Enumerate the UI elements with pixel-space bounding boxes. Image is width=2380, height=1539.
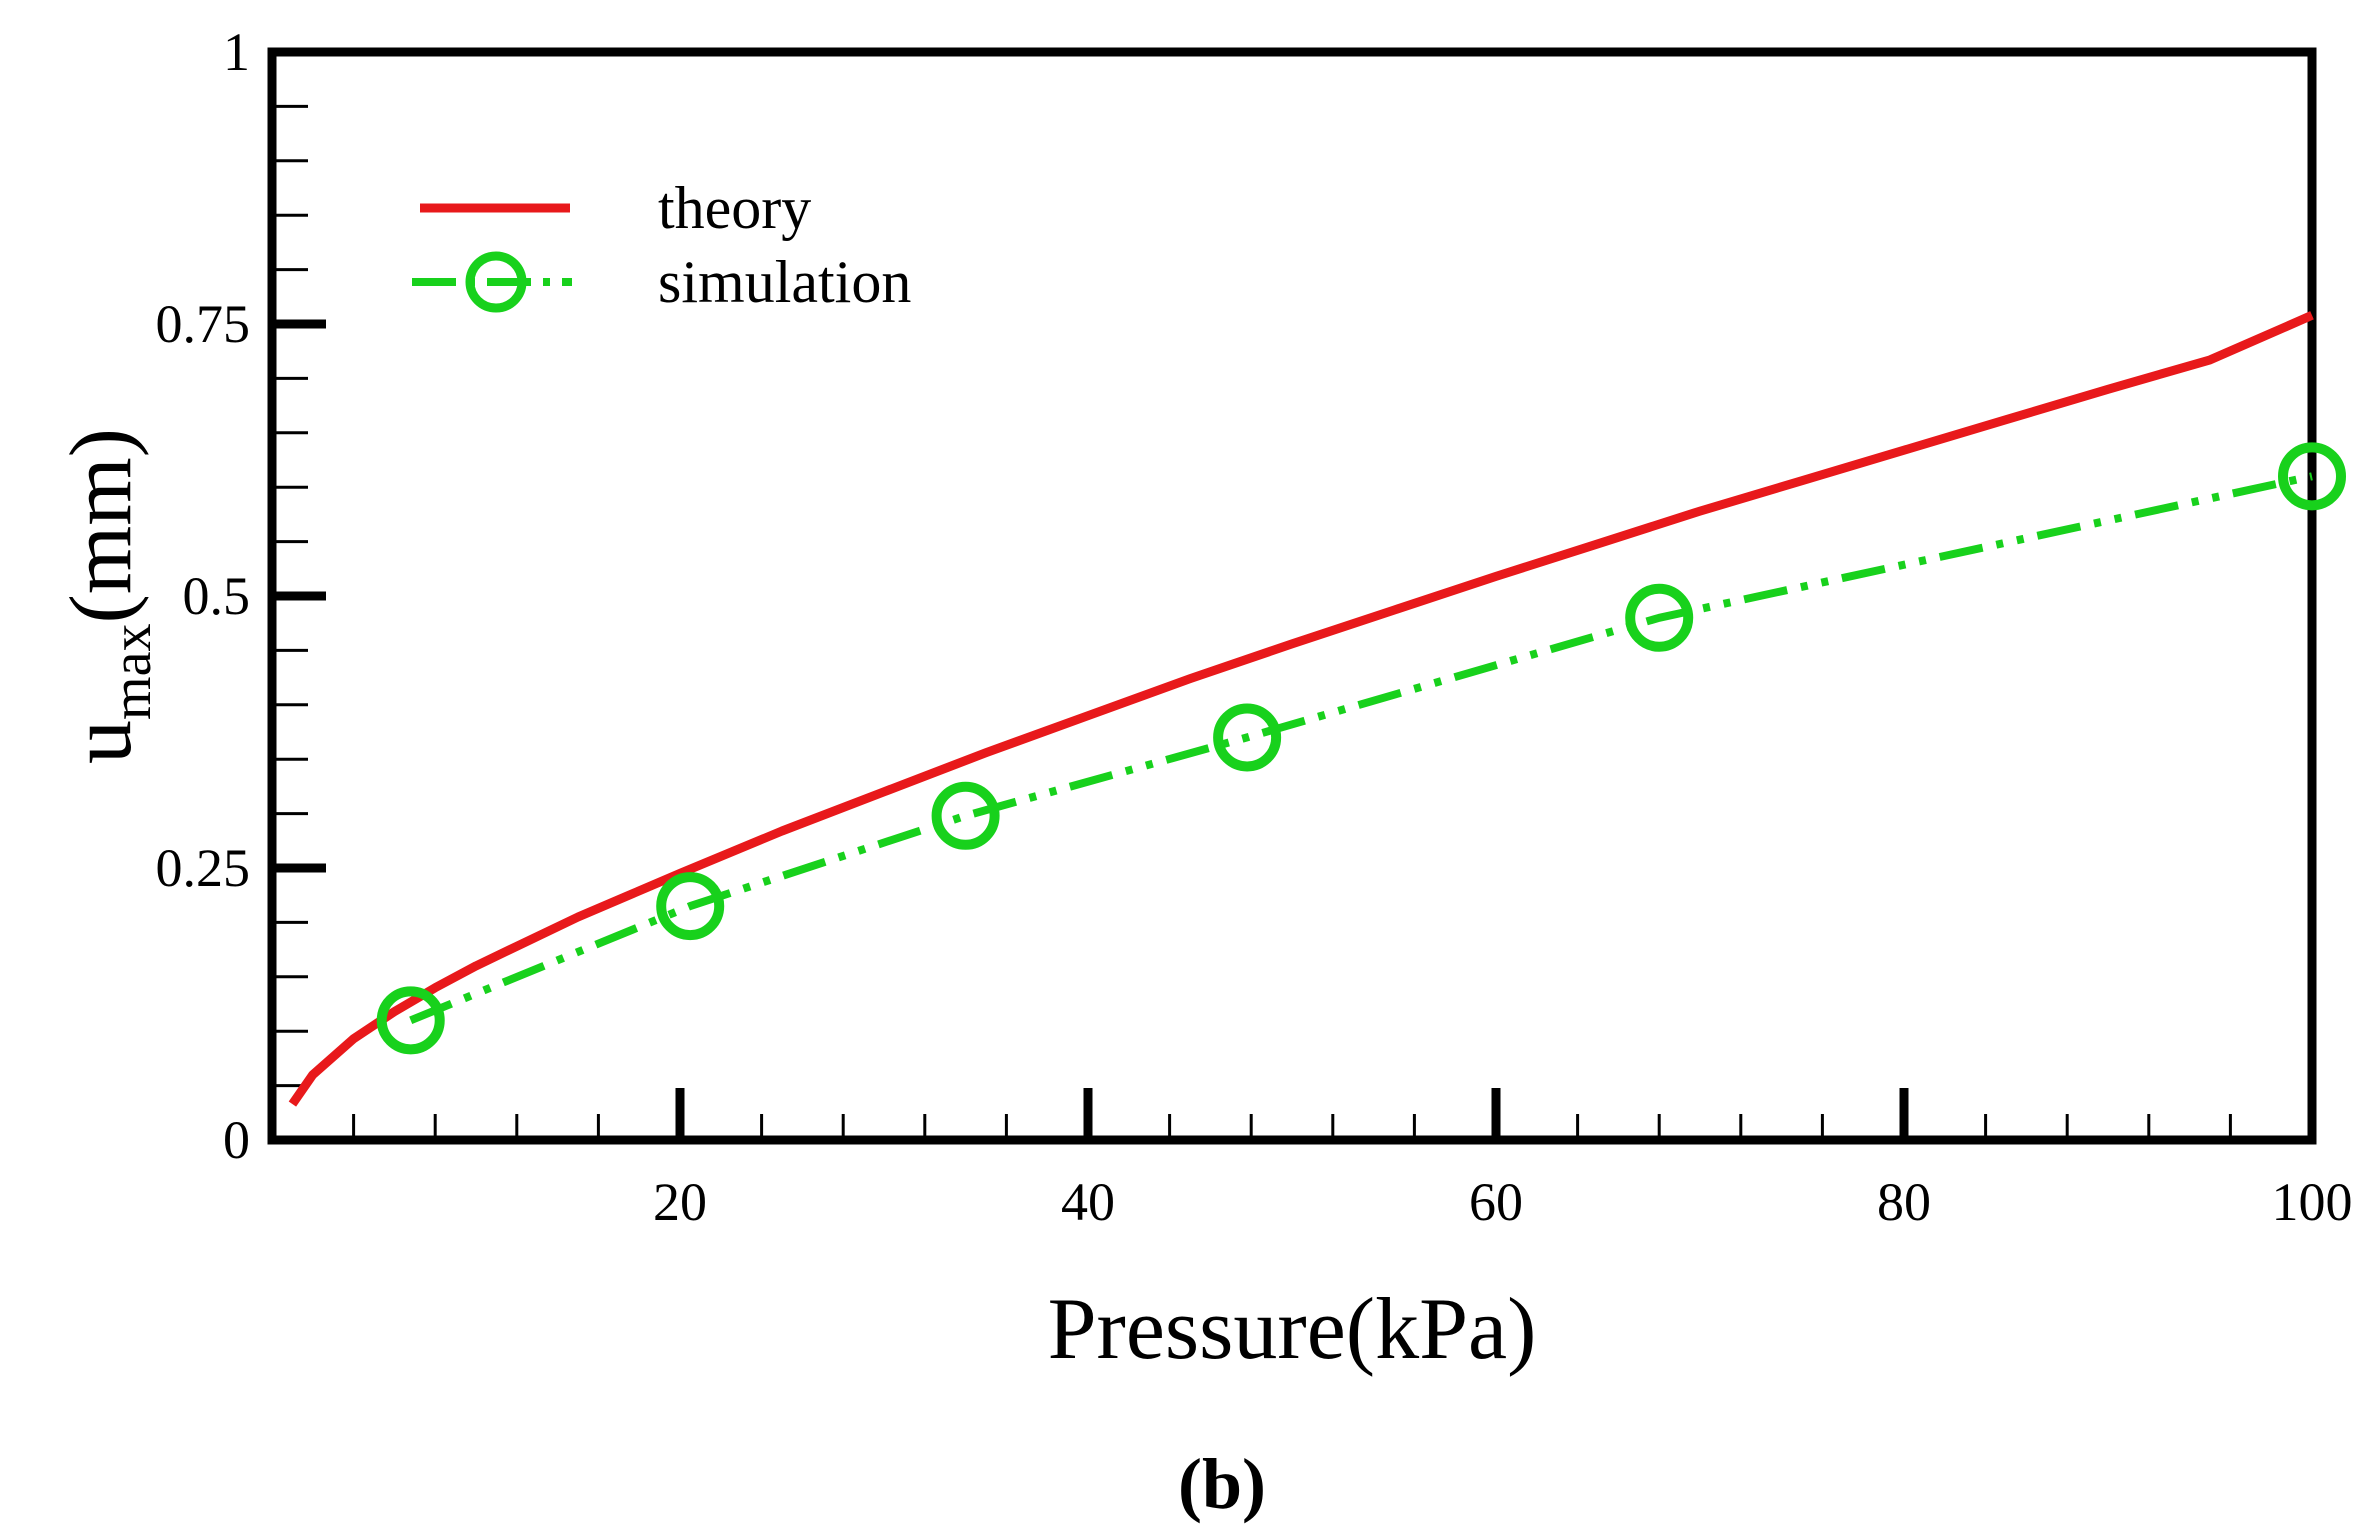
x-tick-label: 20	[653, 1172, 707, 1232]
legend-marker-simulation	[465, 251, 527, 313]
data-point-simulation	[376, 986, 445, 1055]
legend-label-theory: theory	[658, 175, 811, 241]
data-point-simulation	[1213, 703, 1282, 772]
axis-ticks	[272, 104, 2232, 1140]
x-tick-label: 60	[1469, 1172, 1523, 1232]
legend: theory simulation	[412, 175, 911, 315]
plot-frame	[267, 47, 2317, 1145]
x-axis-title: Pressure(kPa)	[1048, 1281, 1537, 1378]
y-axis-title-suffix: (mm)	[53, 428, 150, 624]
y-axis-title-base: u	[53, 720, 150, 764]
data-point-simulation	[656, 872, 725, 941]
legend-label-simulation: simulation	[658, 249, 911, 315]
series-layer	[288, 311, 2346, 1107]
x-tick-label: 40	[1061, 1172, 1115, 1232]
y-axis-title: umax(mm)	[53, 428, 163, 764]
y-tick-label: 1	[223, 22, 250, 82]
y-tick-label: 0	[223, 1110, 250, 1170]
series-line-simulation	[409, 472, 2313, 1025]
data-point-simulation	[1625, 583, 1694, 652]
series-line-theory	[288, 311, 2314, 1107]
y-tick-label: 0.75	[156, 294, 251, 354]
panel-label: (b)	[1178, 1444, 1266, 1524]
y-tick-label: 0.25	[156, 838, 251, 898]
x-tick-label: 80	[1877, 1172, 1931, 1232]
axis-tick-labels: 20 40 60 80 100 0 0.25 0.5 0.75 1	[156, 22, 2353, 1232]
y-axis-title-subscript: max	[101, 624, 163, 720]
data-point-simulation	[2278, 442, 2346, 511]
y-tick-label: 0.5	[183, 566, 251, 626]
x-tick-label: 100	[2272, 1172, 2353, 1232]
data-point-simulation	[931, 781, 1000, 850]
